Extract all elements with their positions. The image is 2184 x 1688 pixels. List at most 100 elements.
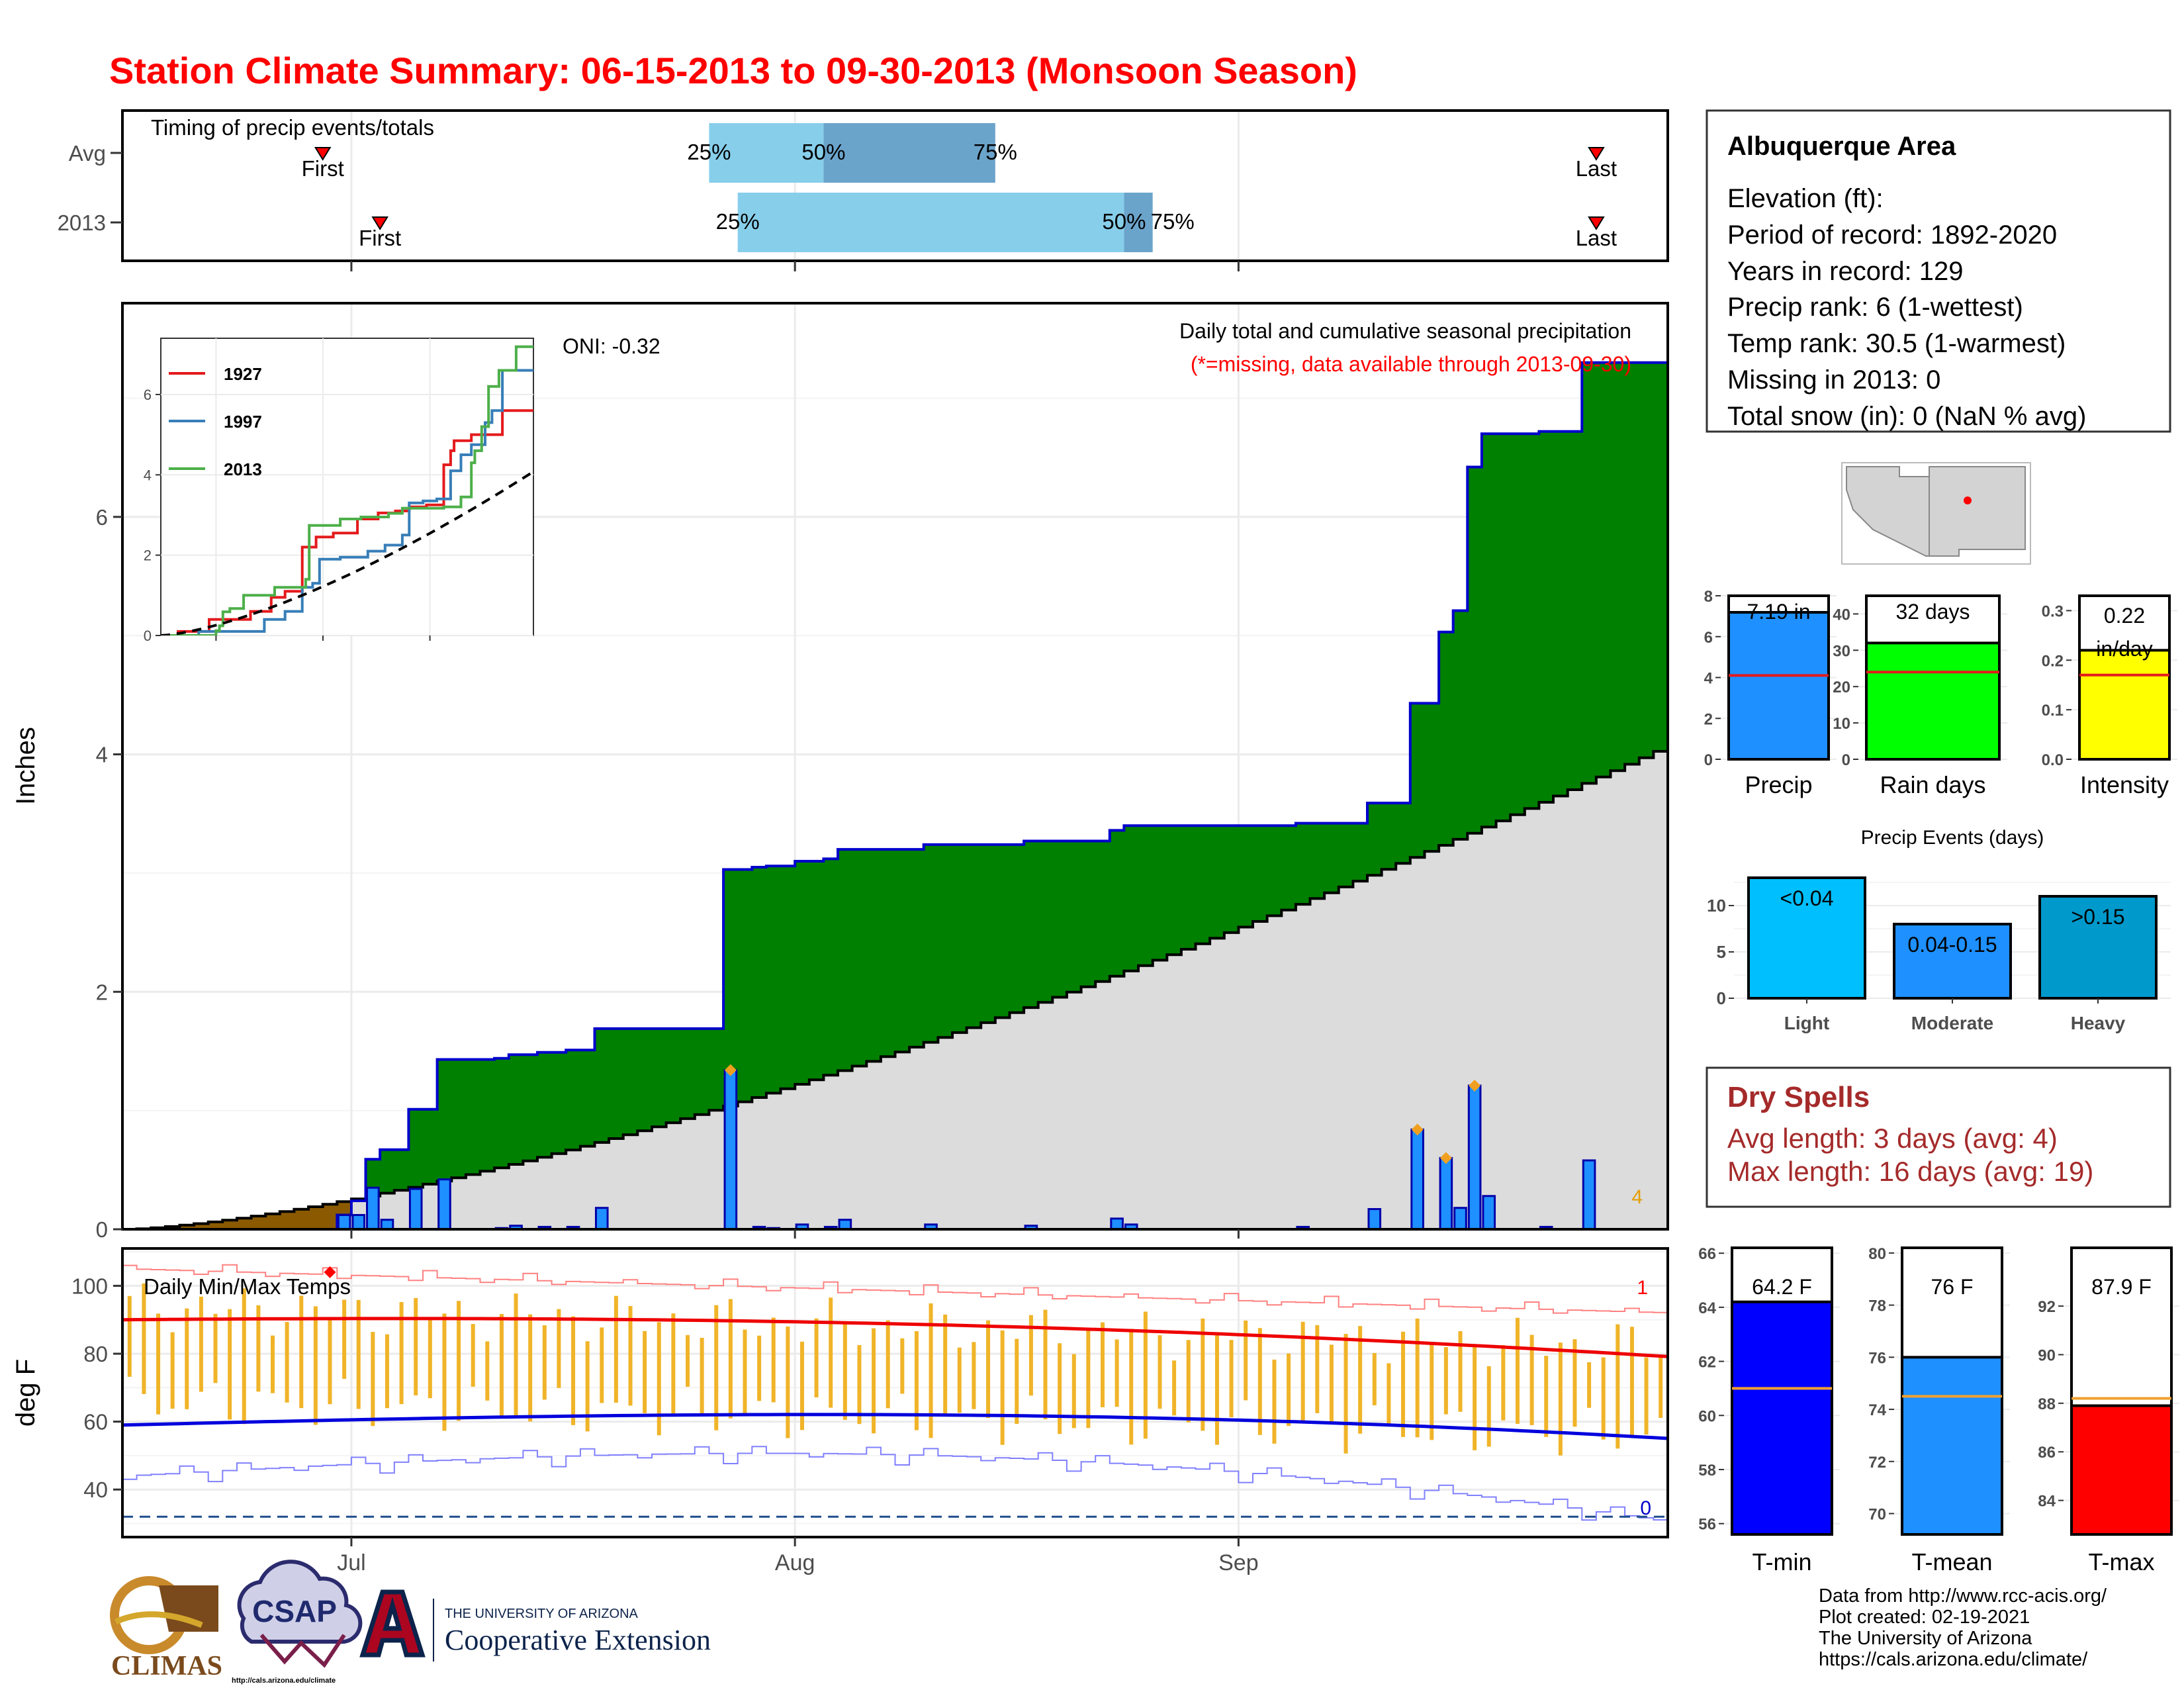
precip-surplus-area bbox=[1553, 431, 1569, 796]
precip-deficit-area bbox=[279, 1211, 295, 1229]
timing-row-label-avg: Avg bbox=[69, 141, 106, 165]
ua-cooperative-extension: Cooperative Extension bbox=[445, 1624, 711, 1656]
total-intensity-unit: in/day bbox=[2096, 637, 2152, 661]
inset-y-tick-label: 0 bbox=[144, 628, 152, 644]
temp-x-tick-label: Jul bbox=[337, 1550, 365, 1575]
daily-temp-bar bbox=[1387, 1363, 1391, 1425]
daily-temp-bar bbox=[557, 1309, 561, 1388]
precip-surplus-area bbox=[1567, 431, 1582, 790]
temperature-panel: 40 60 80 100 Jul Aug Sep Daily Min/Max Temps 1… bbox=[11, 1247, 1669, 1575]
precip-deficit-area bbox=[294, 1209, 309, 1229]
footer-url: https://cals.arizona.edu/climate/ bbox=[1819, 1649, 2088, 1670]
precip-surplus-area bbox=[1625, 362, 1640, 765]
precip-surplus-area bbox=[1367, 803, 1383, 876]
timing-last-marker bbox=[1588, 216, 1605, 230]
total-1-y-tick-label: 40 bbox=[1833, 606, 1850, 624]
record-high-line bbox=[122, 1264, 1668, 1314]
record-precip-marker bbox=[724, 1064, 737, 1076]
precip-surplus-area bbox=[909, 849, 925, 1047]
inset-line-1927 bbox=[161, 409, 533, 635]
temp-summary-2-y-tick-label: 88 bbox=[2038, 1395, 2056, 1413]
daily-temp-bar bbox=[457, 1301, 461, 1421]
daily-temp-bar bbox=[342, 1299, 347, 1380]
avg-max-temp-line bbox=[122, 1317, 1668, 1358]
daily-temp-bar bbox=[1115, 1339, 1119, 1407]
temperature-summary-charts: 64.2 F 56 58 60 62 64 66 T-min 76 F 70 72 74 76 78 80 T… bbox=[1698, 1245, 2179, 1575]
inset-y-tick-label: 6 bbox=[144, 387, 152, 403]
precip-deficit-area bbox=[308, 1207, 324, 1229]
timing-title: Timing of precip events/totals bbox=[151, 115, 434, 140]
total-1-y-tick-label: 30 bbox=[1833, 642, 1850, 660]
daily-temp-bar bbox=[213, 1313, 218, 1383]
precip-surplus-area bbox=[1496, 434, 1511, 821]
record-precip-marker bbox=[1439, 1152, 1452, 1164]
precip-surplus-area bbox=[1124, 825, 1139, 971]
precip-surplus-area bbox=[1539, 431, 1554, 802]
avg-cumulative-line bbox=[122, 750, 1668, 1229]
timing-last-label: Last bbox=[1576, 156, 1617, 181]
daily-precip-bar bbox=[795, 1223, 809, 1229]
precip-surplus-area bbox=[737, 869, 752, 1102]
precip-surplus-area bbox=[795, 861, 810, 1084]
precip-chart-subtitle: (*=missing, data available through 2013-… bbox=[1191, 352, 1631, 376]
temp-x-tick-label: Sep bbox=[1218, 1550, 1259, 1575]
daily-temp-bar bbox=[1315, 1325, 1320, 1413]
temp-plot bbox=[122, 1264, 1668, 1521]
daily-temp-bar bbox=[1430, 1342, 1434, 1440]
timing-first-label: First bbox=[359, 226, 401, 250]
daily-temp-bar bbox=[499, 1313, 504, 1418]
inset-chart: 0 2 4 6 1927 1997 2013 bbox=[144, 338, 534, 644]
precip-surplus-area bbox=[1396, 803, 1411, 864]
daily-precip-bar bbox=[1367, 1208, 1382, 1229]
temp-summary-2-y-tick-label: 92 bbox=[2038, 1298, 2056, 1316]
inset-legend-label-1997: 1997 bbox=[224, 412, 262, 432]
daily-temp-bar bbox=[1415, 1318, 1420, 1438]
precip-surplus-area bbox=[437, 1059, 452, 1182]
timing-bar-q2 bbox=[823, 123, 995, 183]
total-1-y-tick-label: 20 bbox=[1833, 679, 1850, 696]
daily-temp-bar bbox=[1372, 1352, 1377, 1405]
inset-axes: 0 2 4 6 bbox=[144, 387, 431, 644]
temp-summary-2-y-tick-label: 86 bbox=[2038, 1444, 2056, 1462]
timing-row-label-2013: 2013 bbox=[58, 211, 106, 235]
precip-surplus-area bbox=[1481, 434, 1497, 827]
inset-y-tick-label: 4 bbox=[144, 467, 152, 483]
daily-temp-bar bbox=[1214, 1333, 1219, 1445]
event-bar-label: <0.04 bbox=[1780, 886, 1834, 910]
footer-credits: Data from http://www.rcc-acis.org/ Plot … bbox=[1819, 1585, 2107, 1670]
precip-surplus-area bbox=[637, 1028, 653, 1131]
daily-precip-bar bbox=[351, 1213, 366, 1229]
daily-temp-bar bbox=[285, 1321, 289, 1403]
inset-legend: 1927 1997 2013 bbox=[169, 364, 262, 479]
precip-surplus-area bbox=[1610, 362, 1625, 771]
precip-surplus-area bbox=[423, 1109, 438, 1184]
precip-surplus-area bbox=[809, 861, 824, 1080]
daily-precip-bar bbox=[1439, 1156, 1453, 1229]
precip-surplus-area bbox=[852, 849, 867, 1066]
daily-temp-bar bbox=[1287, 1353, 1291, 1427]
daily-temp-bar bbox=[743, 1329, 747, 1417]
total-0-chart: 7.19 in 0 2 4 6 8 Precip bbox=[1704, 588, 1837, 798]
temp-summary-0-chart: 64.2 F 56 58 60 62 64 66 T-min bbox=[1698, 1245, 1840, 1575]
daily-precip-bar bbox=[380, 1219, 394, 1229]
daily-temp-bar bbox=[671, 1313, 676, 1415]
precip-surplus-area bbox=[1439, 632, 1454, 846]
daily-temp-bar bbox=[1129, 1329, 1134, 1445]
temp-record-low-count: 0 bbox=[1640, 1497, 1651, 1519]
daily-precip-bar bbox=[366, 1186, 380, 1229]
total-1-y-tick-label: 10 bbox=[1833, 715, 1850, 733]
inset-grid bbox=[161, 338, 533, 636]
precip-deficit-area bbox=[265, 1213, 281, 1229]
daily-temp-bar bbox=[1615, 1324, 1620, 1449]
precip-y-tick-label: 2 bbox=[96, 980, 108, 1004]
precip-surplus-area bbox=[1181, 825, 1197, 950]
precip-y-tick-label: 0 bbox=[96, 1217, 108, 1242]
precip-surplus-area bbox=[1210, 825, 1225, 939]
footer-university: The University of Arizona bbox=[1819, 1628, 2032, 1649]
temp-summary-1-y-tick-label: 78 bbox=[1868, 1297, 1886, 1315]
dry-spells-avg: Avg length: 3 days (avg: 4) bbox=[1727, 1123, 2058, 1154]
station-snow: Total snow (in): 0 (NaN % avg) bbox=[1727, 402, 2086, 431]
daily-temp-bar bbox=[399, 1301, 404, 1405]
precip-surplus-area bbox=[766, 866, 782, 1094]
daily-temp-bar bbox=[714, 1305, 719, 1430]
